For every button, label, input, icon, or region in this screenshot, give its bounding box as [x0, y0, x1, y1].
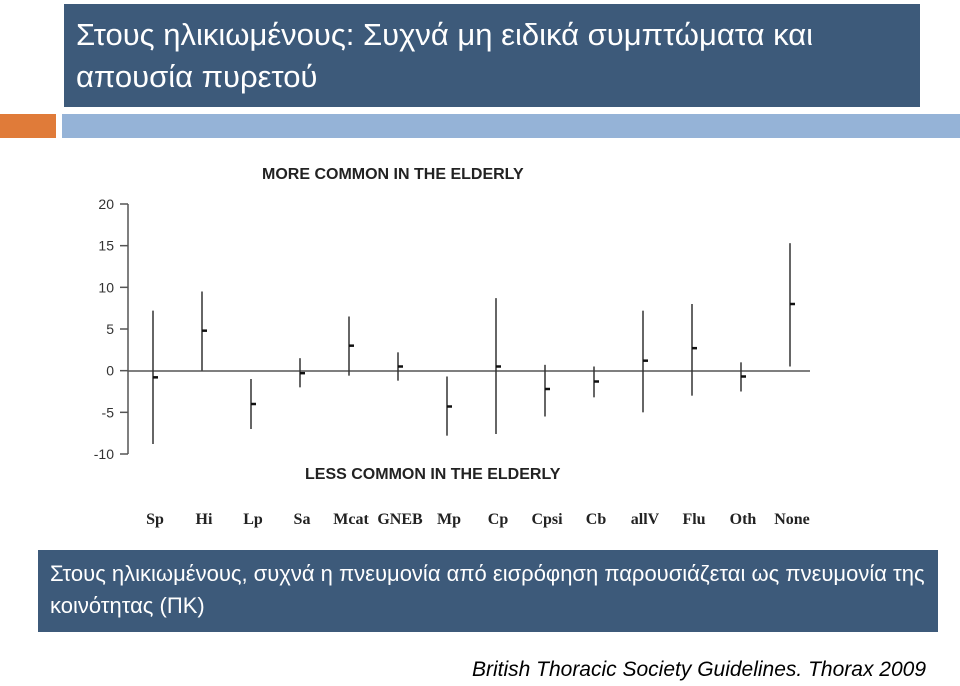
category-label: Mcat	[333, 511, 369, 528]
bottom-label: LESS COMMON IN THE ELDERLY	[305, 466, 561, 483]
y-tick-label: -10	[94, 446, 114, 462]
slide-title-box: Στους ηλικιωμένους: Συχνά μη ειδικά συμπ…	[64, 4, 920, 107]
category-label: Oth	[730, 511, 757, 528]
citation: British Thoracic Society Guidelines. Tho…	[471, 658, 926, 681]
top-label: MORE COMMON IN THE ELDERLY	[262, 166, 524, 183]
category-label: Sa	[294, 511, 311, 528]
category-label: Cp	[488, 511, 509, 528]
accent-bar-orange	[0, 114, 56, 138]
category-label: Flu	[682, 511, 705, 528]
note-text: Στους ηλικιωμένους, συχνά η πνευμονία απ…	[50, 561, 925, 618]
category-label: Hi	[196, 511, 213, 528]
category-label: allV	[631, 511, 660, 528]
slide-title: Στους ηλικιωμένους: Συχνά μη ειδικά συμπ…	[76, 17, 814, 94]
y-tick-label: 10	[98, 279, 114, 295]
note-box: Στους ηλικιωμένους, συχνά η πνευμονία απ…	[38, 550, 938, 632]
category-label: GNEB	[377, 511, 423, 528]
y-tick-label: 0	[106, 363, 114, 379]
category-label: None	[774, 511, 810, 528]
y-tick-label: 20	[98, 196, 114, 212]
category-label: Sp	[146, 511, 164, 528]
accent-bar-blue	[62, 114, 960, 138]
y-tick-label: -5	[102, 404, 115, 420]
y-tick-label: 5	[106, 321, 114, 337]
category-label: Cb	[586, 511, 607, 528]
y-tick-label: 15	[98, 238, 114, 254]
category-label: Cpsi	[531, 511, 563, 528]
category-label: Mp	[437, 511, 461, 528]
category-label: Lp	[243, 511, 263, 528]
